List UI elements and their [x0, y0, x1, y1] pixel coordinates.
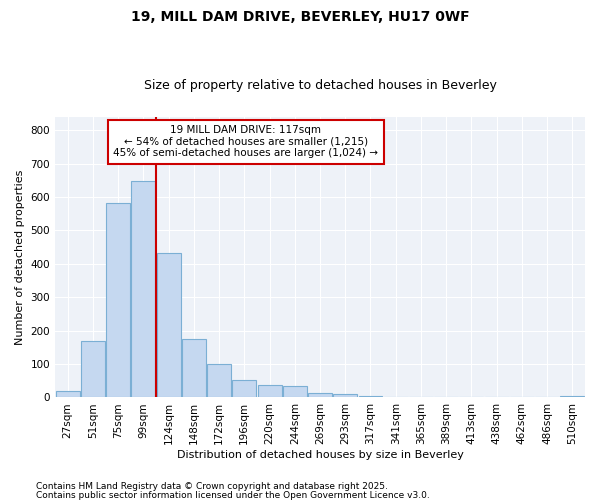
Bar — [207, 364, 231, 398]
Bar — [56, 391, 80, 398]
Text: Contains public sector information licensed under the Open Government Licence v3: Contains public sector information licen… — [36, 490, 430, 500]
Bar — [232, 380, 256, 398]
Bar — [384, 397, 408, 398]
Bar — [560, 396, 584, 398]
Bar — [283, 386, 307, 398]
Bar — [81, 342, 105, 398]
Bar — [333, 394, 357, 398]
Text: 19, MILL DAM DRIVE, BEVERLEY, HU17 0WF: 19, MILL DAM DRIVE, BEVERLEY, HU17 0WF — [131, 10, 469, 24]
Text: Contains HM Land Registry data © Crown copyright and database right 2025.: Contains HM Land Registry data © Crown c… — [36, 482, 388, 491]
X-axis label: Distribution of detached houses by size in Beverley: Distribution of detached houses by size … — [176, 450, 463, 460]
Bar — [359, 396, 382, 398]
Bar — [131, 181, 155, 398]
Bar — [182, 339, 206, 398]
Title: Size of property relative to detached houses in Beverley: Size of property relative to detached ho… — [143, 79, 496, 92]
Text: 19 MILL DAM DRIVE: 117sqm
← 54% of detached houses are smaller (1,215)
45% of se: 19 MILL DAM DRIVE: 117sqm ← 54% of detac… — [113, 125, 379, 158]
Bar — [257, 385, 281, 398]
Bar — [157, 253, 181, 398]
Y-axis label: Number of detached properties: Number of detached properties — [15, 170, 25, 345]
Bar — [308, 394, 332, 398]
Bar — [106, 202, 130, 398]
